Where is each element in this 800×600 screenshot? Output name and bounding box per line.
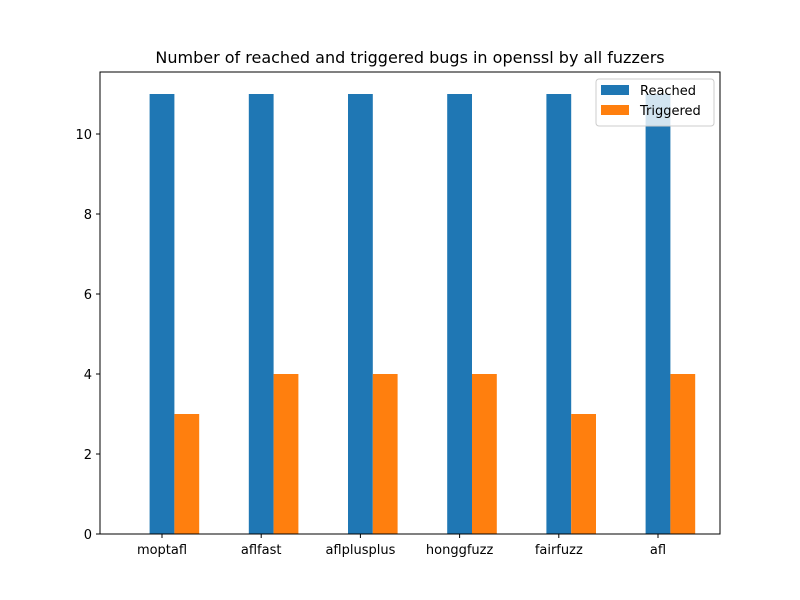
bars-group: [149, 94, 696, 534]
y-tick-label: 4: [84, 368, 92, 383]
bar-triggered-fairfuzz: [571, 414, 596, 534]
x-tick-label: fairfuzz: [535, 543, 583, 558]
bar-reached-aflfast: [248, 94, 274, 534]
bar-reached-honggfuzz: [447, 94, 472, 534]
axes-group: [99, 71, 721, 535]
legend-label-triggered: Triggered: [639, 104, 701, 119]
bar-reached-moptafl: [149, 94, 175, 534]
bar-triggered-afl: [670, 374, 696, 534]
bar-reached-afl: [645, 94, 671, 534]
legend-label-reached: Reached: [640, 84, 696, 99]
y-tick-label: 8: [84, 208, 92, 223]
y-axis-ticks: 0 2 4 6 8 10: [75, 128, 100, 543]
legend: Reached Triggered: [595, 78, 715, 127]
bar-triggered-aflplusplus: [372, 374, 398, 534]
x-tick-label: afl: [650, 543, 666, 558]
chart-title: Number of reached and triggered bugs in …: [155, 48, 664, 67]
x-axis-ticks: moptafl aflfast aflplusplus honggfuzz fairfu…: [137, 534, 666, 558]
bar-reached-fairfuzz: [546, 94, 572, 534]
bar-triggered-moptafl: [174, 414, 200, 534]
y-tick-label: 10: [75, 128, 92, 143]
plot-frame: [99, 71, 721, 535]
y-tick-label: 0: [84, 528, 92, 543]
y-tick-label: 2: [84, 448, 92, 463]
bar-triggered-honggfuzz: [472, 374, 497, 534]
x-tick-label: honggfuzz: [426, 543, 494, 558]
x-tick-label: moptafl: [137, 543, 187, 558]
bar-reached-aflplusplus: [348, 94, 373, 534]
x-tick-label: aflplusplus: [325, 543, 395, 558]
bar-triggered-aflfast: [273, 374, 299, 534]
x-tick-label: aflfast: [241, 543, 282, 558]
legend-swatch-triggered: [601, 105, 629, 115]
legend-swatch-reached: [601, 85, 629, 95]
y-tick-label: 6: [84, 288, 92, 303]
